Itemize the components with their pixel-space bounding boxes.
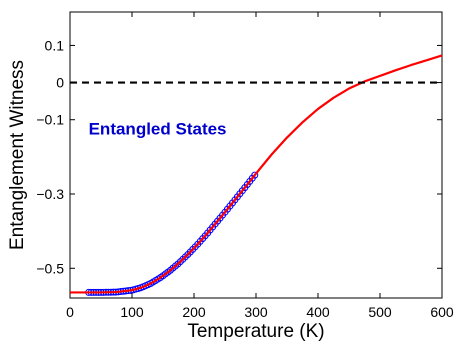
y-tick-label: 0.1 [45, 37, 65, 53]
x-tick-label: 300 [244, 304, 268, 320]
data-point-marker [251, 171, 259, 179]
x-tick-label: 600 [430, 304, 454, 320]
y-tick-label: −0.5 [36, 260, 64, 276]
entangled-states-annotation: Entangled States [89, 120, 227, 139]
plot-area [69, 11, 443, 299]
x-tick-label: 400 [306, 304, 330, 320]
chart-marks [70, 54, 443, 296]
y-tick-label: −0.1 [36, 112, 64, 128]
x-tick-label: 100 [120, 304, 144, 320]
x-tick-label: 200 [182, 304, 206, 320]
y-tick-label: 0 [56, 75, 64, 91]
y-axis-label: Entanglement Witness [7, 60, 28, 250]
x-tick-label: 0 [66, 304, 74, 320]
y-tick-label: −0.3 [36, 186, 64, 202]
fit-curve-line [70, 54, 443, 294]
x-axis-label: Temperature (K) [187, 321, 324, 342]
x-tick-label: 500 [368, 304, 392, 320]
axis-ticks: 0 100 200 300 400 500 600 0.1 0 −0.1 −0.3 −0.5 [36, 12, 454, 320]
